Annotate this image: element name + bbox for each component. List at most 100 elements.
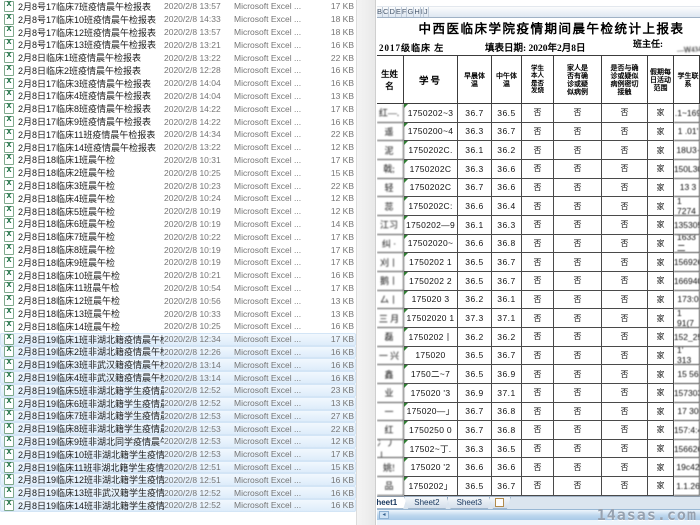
cell-student-name[interactable]: 轻 bbox=[377, 178, 404, 198]
cell-student-name[interactable]: 三 月 bbox=[377, 309, 404, 328]
cell-family-case[interactable]: 否 bbox=[554, 159, 602, 179]
vertical-scrollbar[interactable] bbox=[356, 0, 376, 525]
cell-noon-temp[interactable]: 36.2 bbox=[492, 327, 522, 347]
cell-contact-phone[interactable]: 157:4:4 bbox=[674, 421, 700, 440]
cell-noon-temp[interactable]: 36.6 bbox=[492, 159, 522, 179]
cell-student-name[interactable]: 刈丨 bbox=[377, 253, 404, 272]
cell-self-fever[interactable]: 否 bbox=[522, 290, 554, 310]
cell-family-case[interactable]: 否 bbox=[554, 383, 602, 403]
cell-holiday-scope[interactable]: 家 bbox=[648, 346, 674, 366]
cell-close-contact[interactable]: 否 bbox=[602, 402, 648, 422]
cell-noon-temp[interactable]: 36.3 bbox=[492, 215, 522, 235]
file-row[interactable]: 2月8日18临床9班晨午检 2020/2/8 10:19 Microsoft E… bbox=[0, 254, 356, 269]
file-row[interactable]: 2月8日19临床2班非湖北籍疫情晨午检报... 2020/2/8 12:26 M… bbox=[0, 343, 356, 359]
cell-family-case[interactable]: 否 bbox=[554, 197, 602, 216]
cell-student-id[interactable]: 175020 bbox=[404, 346, 458, 366]
file-row[interactable]: 2月8日18临床5班晨午检 2020/2/8 10:19 Microsoft E… bbox=[0, 203, 356, 218]
cell-noon-temp[interactable]: 36.7 bbox=[492, 122, 522, 142]
cell-self-fever[interactable]: 否 bbox=[522, 327, 554, 347]
file-row[interactable]: 2月8日19临床14班非湖北籍学生疫情晨... 2020/2/8 12:52 M… bbox=[0, 497, 356, 512]
cell-holiday-scope[interactable]: 家 bbox=[648, 122, 674, 142]
cell-noon-temp[interactable]: 36.9 bbox=[492, 365, 522, 384]
cell-holiday-scope[interactable]: 家 bbox=[648, 197, 674, 216]
cell-noon-temp[interactable]: 36.8 bbox=[492, 421, 522, 440]
cell-student-id[interactable]: 1750二~7 bbox=[404, 365, 458, 384]
file-row[interactable]: 2月8日19临床1班非湖北籍疫情晨午检报... 2020/2/8 12:34 M… bbox=[0, 331, 356, 346]
cell-holiday-scope[interactable]: 家 bbox=[648, 309, 674, 328]
cell-student-name[interactable]: 鑫 bbox=[377, 365, 404, 384]
cell-family-case[interactable]: 否 bbox=[554, 309, 602, 328]
cell-close-contact[interactable]: 否 bbox=[602, 327, 648, 347]
cell-student-id[interactable]: 1750202 2 bbox=[404, 271, 458, 291]
cell-family-case[interactable]: 否 bbox=[554, 253, 602, 272]
cell-holiday-scope[interactable]: 家 bbox=[648, 402, 674, 422]
cell-holiday-scope[interactable]: 家 bbox=[648, 141, 674, 160]
cell-family-case[interactable]: 否 bbox=[554, 402, 602, 422]
column-letter[interactable]: J bbox=[423, 7, 429, 17]
cell-student-id[interactable]: 1750250 0 bbox=[404, 421, 458, 440]
file-row[interactable]: 2月8日18临床14班晨午检 2020/2/8 10:25 Microsoft … bbox=[0, 318, 356, 333]
cell-noon-temp[interactable]: 36.6 bbox=[492, 458, 522, 478]
file-row[interactable]: 2月8日19临床6班非湖北籍学生疫情晨午... 2020/2/8 12:52 M… bbox=[0, 395, 356, 410]
cell-student-id[interactable]: 1750202C: bbox=[404, 197, 458, 216]
cell-student-name[interactable]: 冫丿丨 bbox=[377, 439, 404, 459]
cell-family-case[interactable]: 否 bbox=[554, 346, 602, 366]
column-letter[interactable]: F bbox=[401, 7, 408, 17]
cell-holiday-scope[interactable]: 家 bbox=[648, 290, 674, 310]
cell-morning-temp[interactable]: 36.5 bbox=[458, 365, 492, 384]
scroll-left-button[interactable]: ◂ bbox=[379, 510, 389, 519]
cell-contact-phone[interactable]: 17 30 bbox=[674, 402, 700, 422]
file-row[interactable]: 2月8日19临床11班非湖北籍学生疫情晨... 2020/2/8 12:51 M… bbox=[0, 459, 356, 474]
file-row[interactable]: 2月8日18临床4班晨午检 2020/2/8 10:24 Microsoft E… bbox=[0, 190, 356, 205]
cell-student-name[interactable]: 戟; bbox=[377, 159, 404, 179]
cell-close-contact[interactable]: 否 bbox=[602, 141, 648, 160]
cell-morning-temp[interactable]: 36.1 bbox=[458, 215, 492, 235]
cell-close-contact[interactable]: 否 bbox=[602, 383, 648, 403]
cell-self-fever[interactable]: 否 bbox=[522, 234, 554, 254]
cell-morning-temp[interactable]: 36.2 bbox=[458, 290, 492, 310]
file-row[interactable]: 2月8日18临床2班晨午检 2020/2/8 10:25 Microsoft E… bbox=[0, 164, 356, 179]
cell-contact-phone[interactable]: 1 .01' bbox=[674, 122, 700, 142]
cell-holiday-scope[interactable]: 家 bbox=[648, 365, 674, 384]
header-morning-temp[interactable]: 早晨体 温 bbox=[458, 56, 492, 104]
cell-morning-temp[interactable]: 36.9 bbox=[458, 383, 492, 403]
cell-morning-temp[interactable]: 36.5 bbox=[458, 253, 492, 272]
cell-noon-temp[interactable]: 36.6 bbox=[492, 178, 522, 198]
cell-family-case[interactable]: 否 bbox=[554, 458, 602, 478]
file-row[interactable]: 2月8日18临床8班晨午检 2020/2/8 10:19 Microsoft E… bbox=[0, 241, 356, 256]
cell-family-case[interactable]: 否 bbox=[554, 234, 602, 254]
cell-student-id[interactable]: 1750202~3 bbox=[404, 104, 458, 123]
cell-contact-phone[interactable]: 1' 313 bbox=[674, 346, 700, 366]
cell-self-fever[interactable]: 否 bbox=[522, 253, 554, 272]
cell-contact-phone[interactable]: 152_25 bbox=[674, 327, 700, 347]
cell-close-contact[interactable]: 否 bbox=[602, 290, 648, 310]
cell-contact-phone[interactable]: 18U3· bbox=[674, 141, 700, 160]
cell-contact-phone[interactable]: 135305 bbox=[674, 215, 700, 235]
cell-noon-temp[interactable]: 36.1 bbox=[492, 290, 522, 310]
cell-student-name[interactable]: 业 bbox=[377, 383, 404, 403]
cell-morning-temp[interactable]: 36.6 bbox=[458, 458, 492, 478]
cell-close-contact[interactable]: 否 bbox=[602, 439, 648, 459]
cell-noon-temp[interactable]: 36.8 bbox=[492, 234, 522, 254]
cell-student-name[interactable]: 鹅丨 bbox=[377, 271, 404, 291]
cell-noon-temp[interactable]: 36.7 bbox=[492, 253, 522, 272]
cell-contact-phone[interactable]: 166940 bbox=[674, 271, 700, 291]
cell-noon-temp[interactable]: 37.1 bbox=[492, 383, 522, 403]
cell-holiday-scope[interactable]: 家 bbox=[648, 477, 674, 496]
cell-student-id[interactable]: 1750202」 bbox=[404, 477, 458, 496]
cell-student-id[interactable]: 175020 '2 bbox=[404, 458, 458, 478]
file-row[interactable]: 2月8日19临床13班非武汉籍学生疫情晨... 2020/2/8 12:52 M… bbox=[0, 484, 356, 500]
cell-student-id[interactable]: 1750202—9 bbox=[404, 215, 458, 235]
cell-contact-phone[interactable]: .1~169 bbox=[674, 104, 700, 123]
cell-close-contact[interactable]: 否 bbox=[602, 346, 648, 366]
file-row[interactable]: 2月8日17临床8班疫情晨午检报表 2020/2/8 14:22 Microso… bbox=[0, 100, 356, 115]
cell-contact-phone[interactable]: 1.1.26 bbox=[674, 477, 700, 496]
cell-student-id[interactable]: 1750202C bbox=[404, 159, 458, 179]
file-row[interactable]: 2月8号17临床12班疫情晨午检报表 2020/2/8 13:57 Micros… bbox=[0, 23, 356, 39]
column-letter[interactable]: I bbox=[420, 7, 424, 17]
cell-family-case[interactable]: 否 bbox=[554, 215, 602, 235]
file-row[interactable]: 2月8日19临床8班非湖北籍学生疫情晨午... 2020/2/8 12:53 M… bbox=[0, 420, 356, 436]
cell-family-case[interactable]: 否 bbox=[554, 477, 602, 496]
file-row[interactable]: 2月8日临床2班疫情晨午检报表 2020/2/8 12:28 Microsoft… bbox=[0, 62, 356, 77]
file-row[interactable]: 2月8日17临床9班疫情晨午检报表 2020/2/8 14:22 Microso… bbox=[0, 113, 356, 128]
